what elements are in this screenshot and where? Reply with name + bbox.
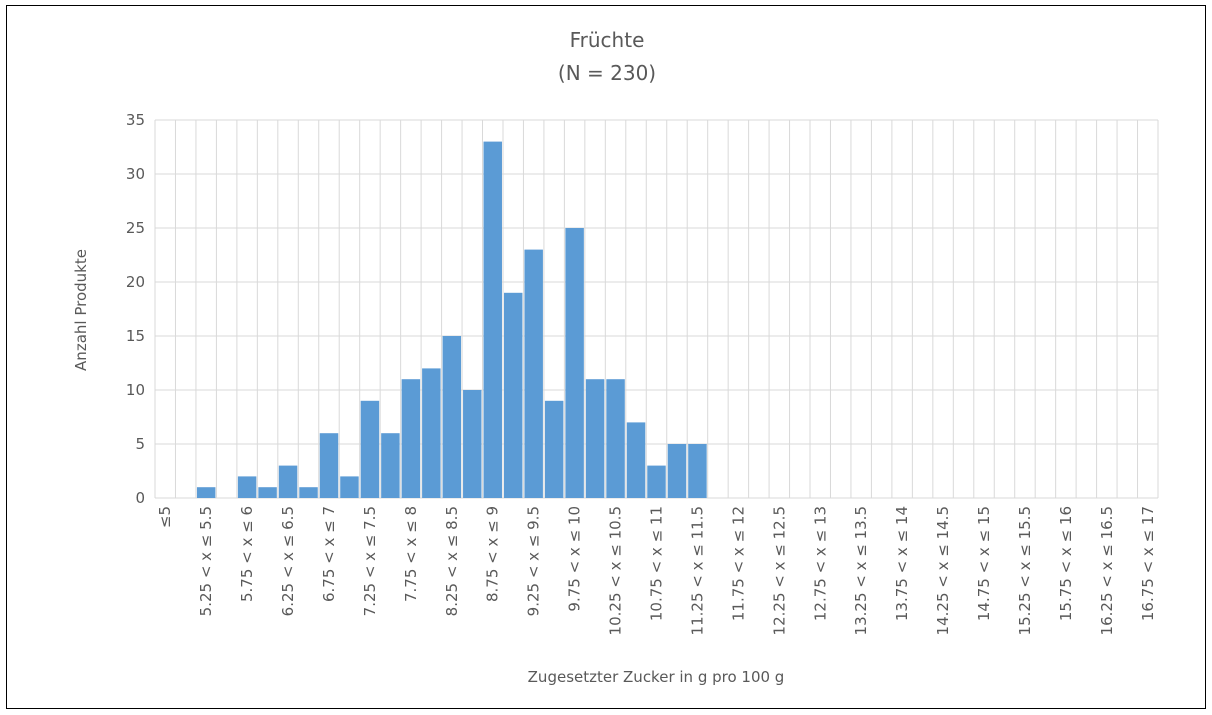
chart-subtitle: (N = 230) xyxy=(558,61,656,85)
x-tick-label: 12.75 < x ≤ 13 xyxy=(811,506,829,621)
bar xyxy=(503,292,523,498)
x-tick-label: 9.25 < x ≤ 9.5 xyxy=(525,506,543,616)
bar xyxy=(237,476,257,498)
x-tick-label: 6.75 < x ≤ 7 xyxy=(320,506,338,602)
y-tick-label: 0 xyxy=(135,489,145,507)
bar xyxy=(606,379,625,498)
y-tick-label: 5 xyxy=(135,435,145,453)
y-tick-label: 25 xyxy=(126,219,145,237)
x-tick-label: 13.25 < x ≤ 13.5 xyxy=(852,506,870,635)
bar xyxy=(196,487,216,498)
x-tick-label: 10.25 < x ≤ 10.5 xyxy=(607,506,625,635)
x-tick-label: 11.75 < x ≤ 12 xyxy=(729,506,747,621)
bar xyxy=(319,433,339,498)
x-tick-label: 12.25 < x ≤ 12.5 xyxy=(770,506,788,635)
x-tick-label: 7.75 < x ≤ 8 xyxy=(402,506,420,602)
x-tick-label: 16.75 < x ≤ 17 xyxy=(1139,506,1157,621)
bar xyxy=(463,390,482,498)
chart-frame xyxy=(6,5,1206,709)
x-tick-label: 9.75 < x ≤ 10 xyxy=(566,506,584,612)
x-tick-label: 16.25 < x ≤ 16.5 xyxy=(1098,506,1116,635)
bar xyxy=(422,368,441,498)
bar xyxy=(626,422,646,498)
bar xyxy=(340,476,359,498)
y-tick-label: 10 xyxy=(126,381,145,399)
bar xyxy=(442,336,462,498)
chart-title: Früchte xyxy=(570,28,645,52)
x-tick-label: ≤5 xyxy=(156,506,174,528)
x-tick-label: 15.75 < x ≤ 16 xyxy=(1057,506,1075,621)
x-tick-label: 5.75 < x ≤ 6 xyxy=(238,506,256,602)
bar xyxy=(688,444,707,498)
y-tick-label: 20 xyxy=(126,273,145,291)
x-tick-label: 14.75 < x ≤ 15 xyxy=(975,506,993,621)
bar xyxy=(544,400,564,498)
x-tick-label: 8.75 < x ≤ 9 xyxy=(484,506,502,602)
x-tick-label: 10.75 < x ≤ 11 xyxy=(648,506,666,621)
x-tick-label: 5.25 < x ≤ 5.5 xyxy=(197,506,215,616)
y-tick-label: 35 xyxy=(126,111,145,129)
y-tick-label: 30 xyxy=(126,165,145,183)
x-tick-label: 11.25 < x ≤ 11.5 xyxy=(688,506,706,635)
x-tick-label: 14.25 < x ≤ 14.5 xyxy=(934,506,952,635)
bar xyxy=(667,444,687,498)
y-tick-label: 15 xyxy=(126,327,145,345)
y-axis-label: Anzahl Produkte xyxy=(72,249,90,371)
bar xyxy=(278,465,298,498)
bar xyxy=(299,487,318,498)
x-tick-label: 13.75 < x ≤ 14 xyxy=(893,506,911,621)
bar xyxy=(381,433,400,498)
x-axis-label: Zugesetzter Zucker in g pro 100 g xyxy=(528,668,785,686)
bar xyxy=(585,379,605,498)
bar xyxy=(565,228,584,498)
x-tick-label: 6.25 < x ≤ 6.5 xyxy=(279,506,297,616)
bar xyxy=(360,400,380,498)
bar xyxy=(401,379,421,498)
bar xyxy=(647,465,666,498)
bar xyxy=(524,249,543,498)
x-tick-label: 7.25 < x ≤ 7.5 xyxy=(361,506,379,616)
x-tick-label: 8.25 < x ≤ 8.5 xyxy=(443,506,461,616)
bar xyxy=(258,487,277,498)
x-tick-label: 15.25 < x ≤ 15.5 xyxy=(1016,506,1034,635)
bar xyxy=(483,141,502,498)
